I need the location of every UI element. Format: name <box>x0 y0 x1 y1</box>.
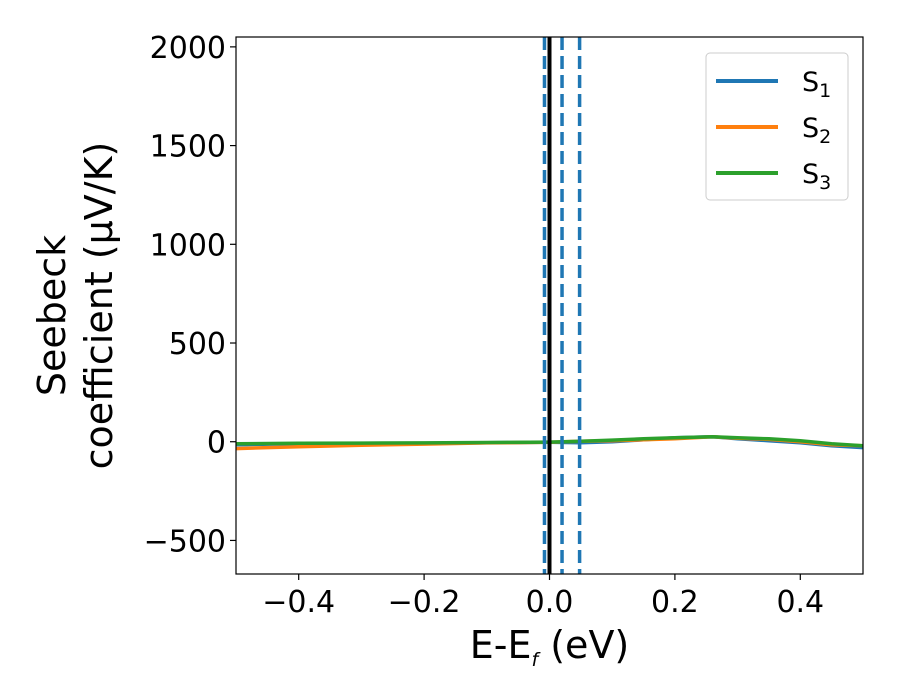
y-axis-label-line2: coefficient (μV/K) <box>77 142 121 470</box>
y-tick-label: 1000 <box>150 228 226 263</box>
y-tick-label: 500 <box>169 327 226 362</box>
x-axis-label-main: E-E <box>470 623 532 667</box>
x-tick-label: −0.4 <box>262 585 335 620</box>
legend-label-2: S2 <box>802 113 831 148</box>
legend-label-3: S3 <box>802 159 831 194</box>
x-axis-label: E-Ef (eV) <box>470 623 630 671</box>
x-axis-label-tail: (eV) <box>538 623 629 667</box>
x-tick-label: 0.2 <box>651 585 699 620</box>
y-tick-label: 2000 <box>150 31 226 66</box>
x-axis-ticks: −0.4 −0.2 0.0 0.2 0.4 <box>262 574 824 620</box>
series-line-3 <box>236 435 863 448</box>
x-tick-label: −0.2 <box>388 585 461 620</box>
y-tick-label: 0 <box>207 426 226 461</box>
y-axis-label-line1: Seebeck <box>30 235 74 396</box>
legend-label-1: S1 <box>802 67 831 102</box>
legend: S1 S2 S3 <box>705 52 849 201</box>
series-lines <box>236 435 863 451</box>
x-axis-label-sub: f <box>531 649 541 671</box>
y-tick-label: −500 <box>144 524 226 559</box>
y-axis-label: Seebeck coefficient (μV/K) <box>30 142 121 470</box>
y-axis-ticks: −500 0 500 1000 1500 2000 <box>144 31 236 559</box>
reference-lines <box>542 37 582 574</box>
x-tick-label: 0.0 <box>526 585 574 620</box>
y-tick-label: 1500 <box>150 130 226 165</box>
x-tick-label: 0.4 <box>776 585 824 620</box>
